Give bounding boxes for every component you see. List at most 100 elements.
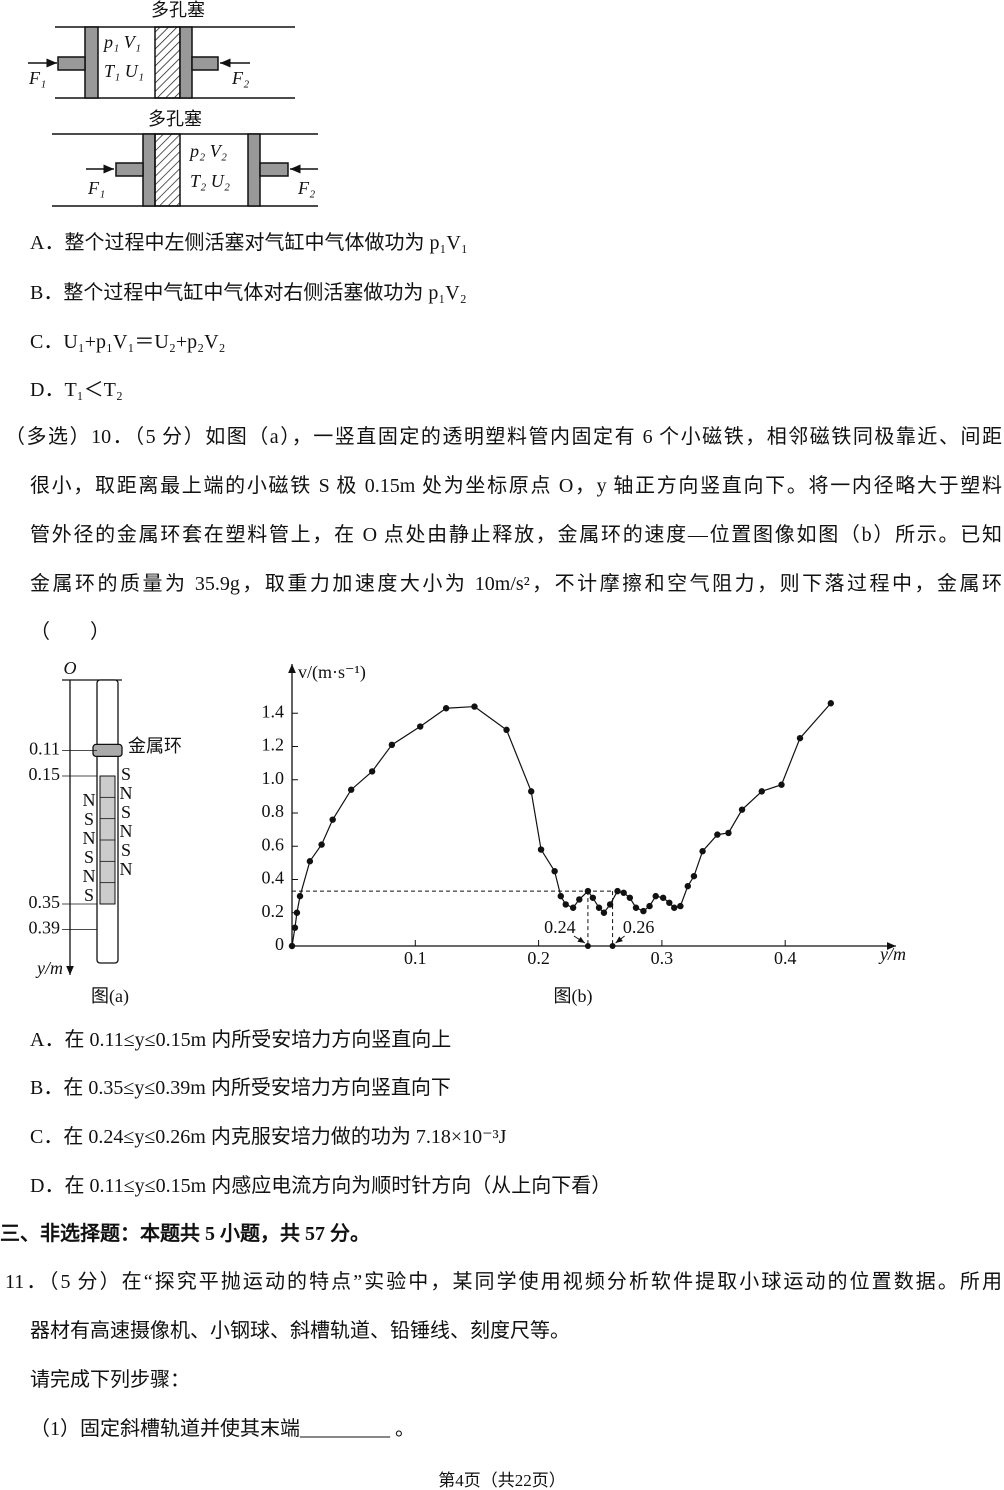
pole-label: N: [120, 821, 133, 841]
question-line: 请完成下列步骤：: [30, 1369, 190, 1391]
marker-label: 0.24: [544, 917, 576, 937]
marker-arrow: [573, 935, 586, 944]
data-point: [471, 703, 478, 710]
y-tick-label: 0.8: [262, 801, 285, 821]
data-point: [291, 924, 299, 931]
x-tick-label: 0.1: [404, 948, 427, 968]
data-point: [659, 894, 667, 901]
data-point: [778, 781, 785, 788]
y-tick-label: 0.6: [262, 834, 285, 854]
data-point: [442, 705, 450, 712]
data-point: [714, 831, 721, 838]
position-label: 0.39: [29, 918, 61, 938]
piston-diagram-top: [28, 26, 295, 99]
data-point: [528, 788, 535, 795]
data-point: [417, 723, 424, 730]
question-line: 器材有高速摄像机、小钢球、斜槽轨道、铅锤线、刻度尺等。: [30, 1320, 570, 1342]
question-line: 很小，取距离最上端的小磁铁 S 极 0.15m 处为坐标原点 O，y 轴正方向竖…: [30, 475, 1002, 497]
plug-label: 多孔塞: [151, 0, 205, 20]
y-tick-label: 0.2: [262, 901, 285, 921]
data-point: [551, 867, 558, 875]
marker-arrow: [615, 935, 625, 944]
position-label: 0.35: [29, 892, 61, 912]
y-tick-label: 1.2: [262, 735, 285, 755]
marker-label: 0.26: [623, 917, 655, 937]
pole-label: S: [84, 847, 94, 867]
pole-label: S: [121, 764, 131, 784]
section-heading: 三、非选择题：本题共 5 小题，共 57 分。: [0, 1223, 370, 1245]
data-point: [557, 892, 564, 900]
pole-label: N: [120, 783, 133, 803]
data-point: [595, 904, 603, 911]
option: D．在 0.11≤y≤0.15m 内感应电流方向为顺时针方向（从上向下看）: [30, 1175, 612, 1197]
data-point: [646, 902, 653, 910]
force-label: F₂: [231, 68, 249, 88]
option: C．U₁+p₁V₁＝U₂+p₂V₂: [30, 331, 226, 353]
data-point: [329, 816, 336, 823]
pole-label: N: [120, 859, 133, 879]
data-point: [288, 942, 296, 950]
question-line: （ ）: [30, 621, 110, 643]
option: B．整个过程中气缸中气体对右侧活塞做功为 p₁V₂: [30, 282, 467, 304]
x-axis-label: y/m: [878, 944, 906, 964]
option: A．整个过程中左侧活塞对气缸中气体做功为 p₁V₁: [30, 232, 468, 254]
caption: 图(b): [554, 986, 593, 1007]
y-tick-label: 1.4: [262, 701, 285, 721]
state-label: T₁ U₁: [104, 61, 144, 81]
data-point: [699, 848, 706, 855]
y-tick-label: 0.4: [262, 868, 285, 888]
data-point: [758, 788, 765, 795]
question-line: （多选）10．（5 分）如图（a），一竖直固定的透明塑料管内固定有 6 个小磁铁…: [5, 426, 1002, 448]
force-label: F₂: [297, 178, 315, 198]
data-point: [600, 909, 608, 916]
state-label: p₁ V₁: [102, 32, 141, 52]
footer: 第4页（共22页）: [438, 1471, 566, 1490]
y-tick-label: 1.0: [262, 768, 285, 788]
data-point: [562, 901, 569, 908]
data-point: [606, 901, 614, 908]
position-label: 0.11: [29, 739, 60, 759]
data-point: [690, 872, 698, 880]
axis-label: y/m: [35, 958, 63, 978]
pole-label: S: [84, 885, 94, 905]
data-point: [738, 806, 746, 813]
option: D．T₁＜T₂: [30, 379, 123, 401]
question-line: （1）固定斜槽轨道并使其末端_________ 。: [30, 1418, 415, 1440]
data-point: [318, 841, 325, 848]
force-label: F₁: [28, 68, 46, 88]
data-point: [632, 904, 640, 911]
data-point: [503, 726, 510, 734]
marker-point: [584, 943, 591, 949]
pole-label: N: [83, 866, 96, 886]
question-line: 11．（5 分）在“探究平抛运动的特点”实验中，某同学使用视频分析软件提取小球运…: [5, 1271, 1002, 1293]
state-label: T₂ U₂: [190, 171, 230, 191]
y-tick-label: 0: [275, 934, 284, 954]
caption: 图(a): [91, 986, 129, 1007]
data-point: [569, 904, 577, 911]
data-point: [368, 768, 376, 775]
option: C．在 0.24≤y≤0.26m 内克服安培力做的功为 7.18×10⁻³J: [30, 1126, 507, 1148]
option: B．在 0.35≤y≤0.39m 内所受安培力方向竖直向下: [30, 1077, 451, 1099]
data-point: [666, 899, 673, 906]
pole-label: S: [121, 840, 131, 860]
x-tick-label: 0.2: [527, 948, 550, 968]
pole-label: S: [121, 802, 131, 822]
option: A．在 0.11≤y≤0.15m 内所受安培力方向竖直向上: [30, 1029, 452, 1051]
data-point: [671, 904, 678, 911]
data-point: [626, 894, 634, 901]
x-tick-label: 0.4: [774, 948, 797, 968]
data-point: [677, 902, 684, 910]
x-tick-label: 0.3: [651, 948, 674, 968]
data-point: [640, 907, 647, 915]
origin-label: O: [64, 658, 77, 678]
data-point: [347, 786, 355, 793]
data-point: [684, 882, 691, 890]
data-point: [652, 892, 659, 900]
curve: [291, 702, 832, 947]
data-point: [827, 700, 835, 707]
question-line: 管外径的金属环套在塑料管上，在 O 点处由静止释放，金属环的速度—位置图像如图（…: [30, 524, 1002, 546]
data-point: [796, 734, 804, 742]
position-label: 0.15: [29, 764, 61, 784]
